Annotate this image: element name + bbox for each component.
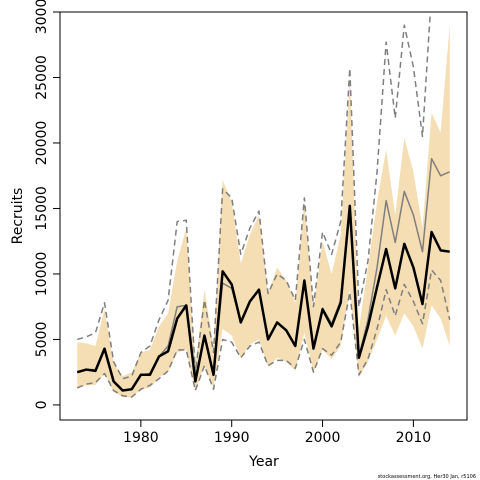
y-tick-label: 0 [34, 400, 50, 409]
y-tick-label: 25000 [34, 55, 50, 100]
y-tick-label: 5000 [34, 322, 50, 358]
x-tick-label: 1980 [123, 430, 159, 446]
plot-frame [59, 11, 468, 421]
y-tick-label: 20000 [34, 121, 50, 166]
y-axis-label: Recruits [10, 188, 26, 245]
y-tick-label: 15000 [34, 186, 50, 231]
footnote: stockassessment.org, Her30 Jan, r5106 [378, 474, 476, 480]
dashed-line [77, 12, 432, 380]
x-tick-label: 2010 [396, 430, 432, 446]
x-tick-label: 1990 [214, 430, 250, 446]
y-tick-label: 30000 [34, 0, 50, 34]
x-axis-label: Year [248, 454, 279, 470]
y-tick-label: 10000 [34, 252, 50, 297]
dashed-line [76, 269, 451, 398]
x-tick-label: 2000 [305, 430, 341, 446]
plot-area [76, 12, 451, 398]
line [76, 204, 450, 392]
confidence-band [77, 25, 450, 398]
